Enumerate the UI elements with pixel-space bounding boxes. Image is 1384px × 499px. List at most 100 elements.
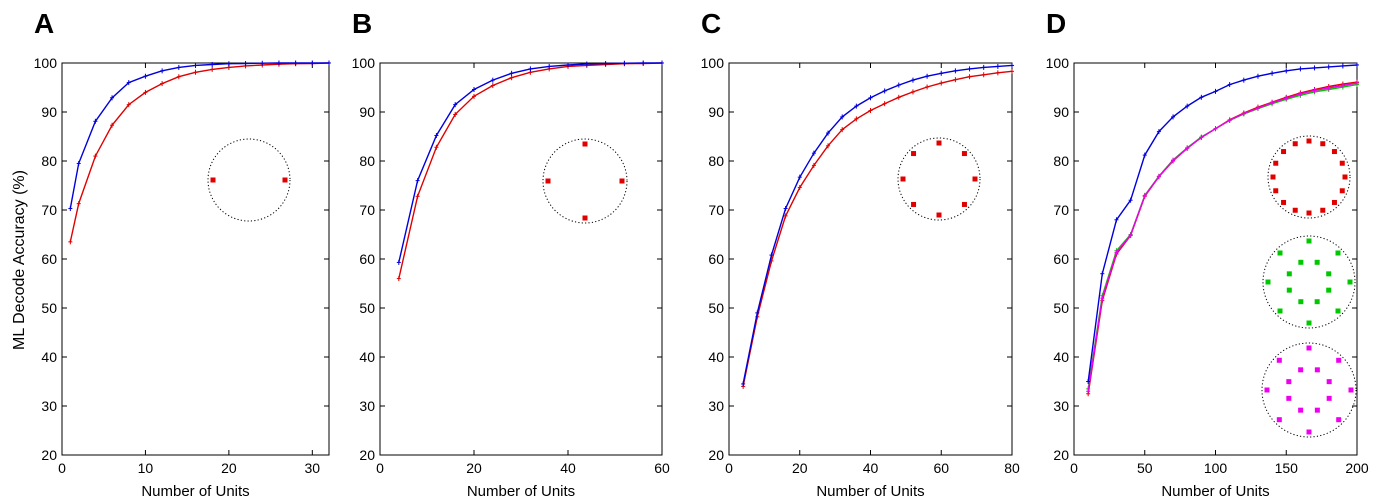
series-line-red <box>398 62 663 279</box>
stimulus-marker <box>1298 259 1304 265</box>
stimulus-marker <box>1306 345 1312 351</box>
y-tick-label: 80 <box>708 153 724 169</box>
y-tick-label: 40 <box>41 349 57 365</box>
stimulus-marker <box>1331 199 1337 205</box>
inset-red-layout <box>542 138 628 224</box>
stimulus-marker <box>936 140 942 146</box>
panel-label: C <box>701 8 721 39</box>
series-line-blue <box>1087 64 1358 382</box>
y-axis-label: ML Decode Accuracy (%) <box>11 170 28 350</box>
stimulus-marker <box>1277 250 1283 256</box>
y-tick-label: 100 <box>1046 55 1070 71</box>
y-tick-label: 20 <box>1053 447 1069 463</box>
x-tick-label: 60 <box>654 460 670 476</box>
series-line-blue <box>398 62 662 263</box>
stimulus-marker <box>1273 160 1279 166</box>
stimulus-marker <box>1314 259 1320 265</box>
stimulus-marker <box>1281 199 1287 205</box>
x-tick-label: 20 <box>466 460 482 476</box>
stimulus-marker <box>1335 308 1341 314</box>
stimulus-marker <box>1277 308 1283 314</box>
stimulus-marker <box>1306 429 1312 435</box>
stimulus-marker <box>582 215 588 221</box>
stimulus-marker <box>936 212 942 218</box>
stimulus-marker <box>1314 299 1320 305</box>
y-tick-label: 50 <box>359 300 375 316</box>
y-tick-label: 100 <box>34 55 58 71</box>
series-line-magenta <box>1087 82 1358 392</box>
y-tick-label: 30 <box>708 398 724 414</box>
y-tick-label: 40 <box>359 349 375 365</box>
inset-dotted-circle <box>1262 235 1356 329</box>
y-tick-label: 70 <box>1053 202 1069 218</box>
panel-d: D 20 30 40 50 60 70 80 90 100 0 50 100 150 200 Number o… <box>1046 8 1369 499</box>
inset-red-layout <box>897 137 981 221</box>
x-tick-label: 20 <box>792 460 808 476</box>
stimulus-marker <box>1286 379 1292 385</box>
inset-green-layout <box>1262 235 1356 329</box>
stimulus-marker <box>1339 160 1345 166</box>
y-tick-label: 50 <box>41 300 57 316</box>
x-tick-label: 20 <box>221 460 237 476</box>
stimulus-marker <box>1339 188 1345 194</box>
stimulus-marker <box>1298 367 1304 373</box>
stimulus-marker <box>972 176 978 182</box>
y-tick-label: 100 <box>701 55 725 71</box>
x-axis-label: Number of Units <box>141 483 249 499</box>
inset-red-layout <box>1267 135 1351 219</box>
stimulus-marker <box>1348 387 1354 393</box>
stimulus-marker <box>1335 250 1341 256</box>
x-tick-label: 40 <box>560 460 576 476</box>
stimulus-marker <box>1336 417 1342 423</box>
stimulus-marker <box>1306 238 1312 244</box>
panel-a: A 20 30 40 50 60 70 80 90 100 0 10 20 30 Number of Uni… <box>34 8 331 499</box>
series-line-blue <box>69 62 329 209</box>
stimulus-marker <box>1286 395 1292 401</box>
stimulus-marker <box>582 141 588 147</box>
plot-frame <box>379 62 663 456</box>
y-tick-label: 50 <box>708 300 724 316</box>
inset-magenta-layout <box>1261 342 1357 438</box>
stimulus-marker <box>1281 149 1287 155</box>
y-tick-label: 40 <box>708 349 724 365</box>
inset-red-layout <box>207 138 291 222</box>
stimulus-marker <box>1314 407 1320 413</box>
y-tick-label: 60 <box>359 251 375 267</box>
stimulus-marker <box>911 151 917 157</box>
inset-dotted-circle <box>1261 342 1357 438</box>
y-tick-label: 30 <box>359 398 375 414</box>
stimulus-marker <box>1306 210 1312 216</box>
stimulus-marker <box>619 178 625 184</box>
series-line-blue <box>742 64 1013 385</box>
stimulus-marker <box>1326 271 1332 277</box>
x-tick-label: 150 <box>1275 460 1299 476</box>
x-tick-label: 10 <box>138 460 154 476</box>
x-tick-label: 30 <box>305 460 321 476</box>
stimulus-marker <box>1320 207 1326 213</box>
stimulus-marker <box>1264 387 1270 393</box>
y-tick-label: 70 <box>359 202 375 218</box>
plot-frame <box>61 62 330 456</box>
series-line-red <box>742 70 1013 387</box>
x-tick-label: 0 <box>1070 460 1078 476</box>
stimulus-marker <box>1336 357 1342 363</box>
stimulus-marker <box>1276 417 1282 423</box>
stimulus-marker <box>1342 174 1348 180</box>
stimulus-marker <box>545 178 551 184</box>
stimulus-marker <box>1347 279 1353 285</box>
stimulus-marker <box>1292 141 1298 147</box>
panel-label: B <box>352 8 372 39</box>
x-axis-label: Number of Units <box>467 483 575 499</box>
plot-frame <box>1073 62 1358 456</box>
x-tick-label: 0 <box>376 460 384 476</box>
stimulus-marker <box>210 177 216 183</box>
stimulus-marker <box>1273 188 1279 194</box>
x-tick-label: 0 <box>58 460 66 476</box>
y-tick-label: 60 <box>1053 251 1069 267</box>
panel-label: A <box>34 8 54 39</box>
stimulus-marker <box>911 201 917 207</box>
panel-label: D <box>1046 8 1066 39</box>
stimulus-marker <box>1286 287 1292 293</box>
y-tick-label: 80 <box>1053 153 1069 169</box>
stimulus-marker <box>1306 320 1312 326</box>
